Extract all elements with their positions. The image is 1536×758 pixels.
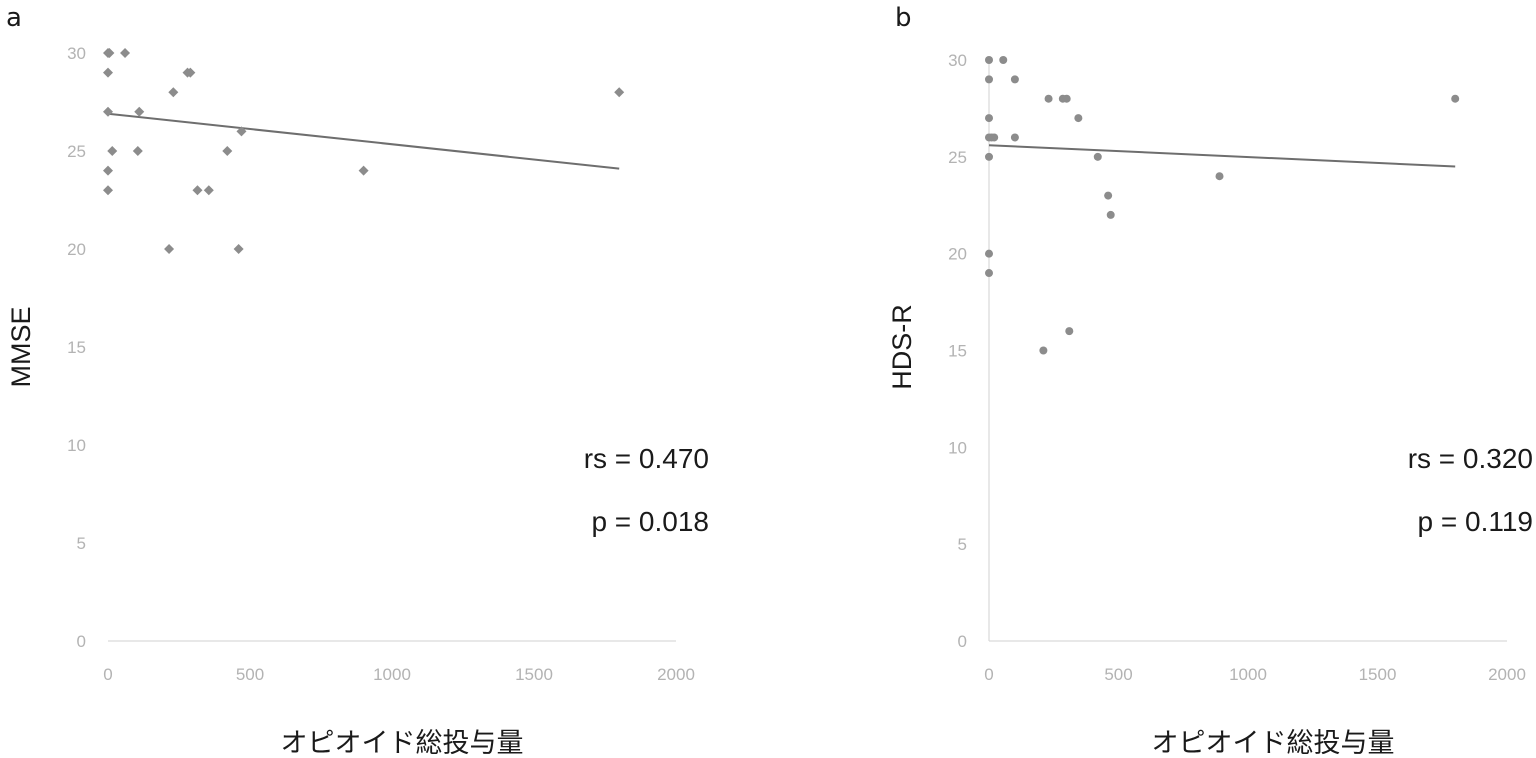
y-tick-label: 30 — [948, 51, 967, 70]
x-tick-label: 1500 — [1359, 665, 1397, 684]
x-axis-label: オピオイド総投与量 — [281, 728, 524, 758]
data-point — [985, 152, 993, 161]
rs-statistic: rs = 0.320 — [1408, 443, 1533, 474]
p-value: p = 0.018 — [591, 506, 709, 537]
x-tick-label: 1000 — [373, 665, 411, 684]
y-tick-labels: 0 5 10 15 20 25 30 — [948, 51, 967, 651]
data-point — [120, 48, 131, 58]
x-tick-label: 0 — [984, 665, 993, 684]
data-point — [168, 87, 179, 98]
x-tick-label: 0 — [103, 665, 112, 684]
x-tick-label: 1000 — [1229, 665, 1267, 684]
data-point — [1093, 152, 1102, 161]
data-point — [1044, 94, 1053, 103]
data-point — [103, 67, 113, 78]
rs-statistic: rs = 0.470 — [584, 443, 709, 474]
trend-line — [107, 112, 620, 170]
panel-letter-b: b — [895, 3, 912, 33]
y-tick-labels: 0 5 10 15 20 25 30 — [67, 44, 86, 651]
data-point — [1065, 327, 1074, 336]
panel-b: b 0 5 10 15 20 25 30 0 500 1000 1500 2000 HDS-R オピ… — [887, 3, 1533, 758]
y-tick-label: 25 — [67, 142, 86, 161]
data-point — [103, 185, 113, 196]
trend-line — [988, 144, 1456, 168]
y-tick-label: 25 — [948, 148, 967, 167]
data-point — [222, 146, 233, 156]
y-axis-label: HDS-R — [887, 304, 917, 390]
x-tick-labels: 0 500 1000 1500 2000 — [984, 665, 1526, 684]
x-tick-label: 2000 — [1488, 665, 1526, 684]
data-point — [358, 165, 369, 176]
data-point — [203, 185, 214, 196]
data-point — [103, 106, 113, 117]
panel-letter-a: a — [6, 3, 22, 33]
y-tick-label: 10 — [948, 438, 967, 457]
data-point — [1106, 210, 1115, 219]
data-point — [103, 165, 113, 176]
data-point — [1104, 191, 1113, 200]
y-tick-label: 10 — [67, 436, 86, 455]
data-point — [1010, 75, 1019, 84]
data-point — [1062, 94, 1071, 103]
data-point — [233, 244, 244, 254]
data-points — [985, 56, 1460, 355]
y-tick-label: 15 — [67, 338, 86, 357]
data-point — [985, 114, 993, 123]
y-tick-label: 5 — [77, 534, 86, 553]
data-point — [1039, 346, 1048, 355]
data-point — [104, 48, 115, 58]
data-point — [999, 56, 1008, 64]
y-tick-label: 15 — [948, 342, 967, 361]
x-tick-label: 500 — [236, 665, 264, 684]
data-point — [185, 67, 196, 78]
y-tick-label: 20 — [67, 240, 86, 259]
data-point — [985, 269, 993, 278]
data-point — [1074, 114, 1083, 123]
data-point — [985, 56, 993, 64]
data-point — [236, 126, 247, 137]
y-tick-label: 30 — [67, 44, 86, 63]
data-point — [1010, 133, 1019, 142]
x-tick-label: 1500 — [515, 665, 553, 684]
data-point — [1451, 94, 1460, 103]
y-tick-label: 0 — [958, 632, 967, 651]
data-point — [985, 75, 993, 84]
y-tick-label: 20 — [948, 245, 967, 264]
panel-a: a 0 5 10 15 20 25 30 0 500 1000 1500 2000 MMSE オピオ… — [6, 3, 709, 758]
data-point — [614, 87, 625, 98]
data-point — [985, 249, 993, 258]
data-points — [103, 48, 625, 254]
data-point — [192, 185, 203, 196]
data-point — [164, 244, 175, 254]
x-axis-label: オピオイド総投与量 — [1152, 728, 1395, 758]
data-point — [990, 133, 999, 142]
data-point — [107, 146, 118, 156]
data-point — [134, 106, 145, 117]
p-value: p = 0.119 — [1418, 506, 1533, 537]
y-axis-label: MMSE — [6, 307, 36, 388]
x-tick-label: 2000 — [657, 665, 695, 684]
x-tick-labels: 0 500 1000 1500 2000 — [103, 665, 695, 684]
x-tick-label: 500 — [1104, 665, 1132, 684]
y-tick-label: 5 — [958, 535, 967, 554]
data-point — [132, 146, 143, 156]
data-point — [1215, 172, 1224, 181]
y-tick-label: 0 — [77, 632, 86, 651]
